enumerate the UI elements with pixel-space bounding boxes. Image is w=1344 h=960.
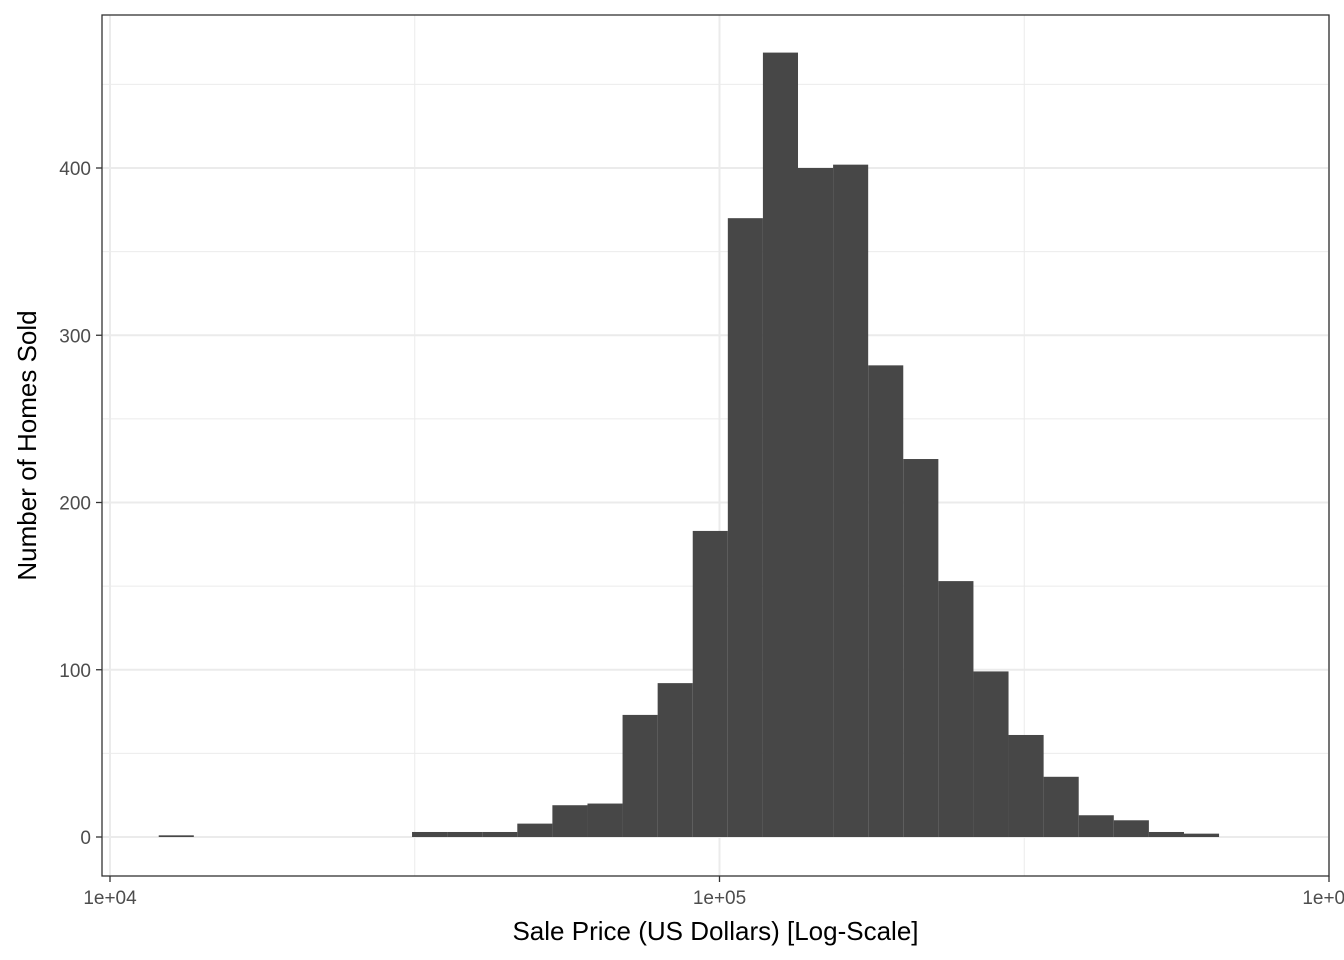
y-tick-label: 200 bbox=[59, 494, 91, 515]
histogram-bar bbox=[158, 835, 194, 837]
x-axis: 1e+04 1e+05 1e+06 bbox=[83, 876, 1344, 909]
histogram-bar bbox=[552, 805, 588, 837]
histogram-bar bbox=[1008, 734, 1044, 837]
histogram-bar bbox=[868, 365, 904, 837]
histogram-bar bbox=[1183, 833, 1220, 837]
histogram-bars bbox=[158, 52, 1220, 838]
y-tick-label: 0 bbox=[80, 828, 91, 849]
histogram-bar bbox=[412, 831, 448, 837]
y-tick-label: 300 bbox=[59, 326, 91, 347]
histogram-bar bbox=[1113, 820, 1149, 837]
histogram-bar bbox=[482, 831, 518, 837]
y-tick-label: 100 bbox=[59, 661, 91, 682]
histogram-bar bbox=[1043, 776, 1079, 837]
histogram-bar bbox=[973, 671, 1009, 837]
histogram-bar bbox=[938, 581, 974, 837]
histogram-bar bbox=[622, 714, 658, 837]
x-tick-label: 1e+05 bbox=[693, 888, 746, 909]
histogram-bar bbox=[1148, 831, 1184, 837]
histogram-bar bbox=[1078, 815, 1114, 837]
histogram-bar bbox=[727, 218, 763, 838]
histogram-bar bbox=[587, 803, 623, 837]
y-axis: 0 100 200 300 400 bbox=[59, 159, 102, 849]
histogram-bar bbox=[517, 823, 553, 837]
histogram-bar bbox=[762, 52, 799, 838]
histogram-bar bbox=[833, 164, 869, 837]
histogram-bar bbox=[657, 683, 693, 837]
y-axis-title: Number of Homes Sold bbox=[12, 310, 42, 580]
histogram-bar bbox=[447, 831, 483, 837]
x-axis-title: Sale Price (US Dollars) [Log-Scale] bbox=[512, 916, 918, 946]
x-tick-label: 1e+06 bbox=[1302, 888, 1344, 909]
histogram-bar bbox=[798, 168, 834, 837]
histogram-bar bbox=[903, 459, 939, 837]
x-tick-label: 1e+04 bbox=[83, 888, 137, 909]
histogram-bar bbox=[692, 530, 728, 837]
y-tick-label: 400 bbox=[59, 159, 91, 180]
panel-border bbox=[101, 14, 1330, 877]
